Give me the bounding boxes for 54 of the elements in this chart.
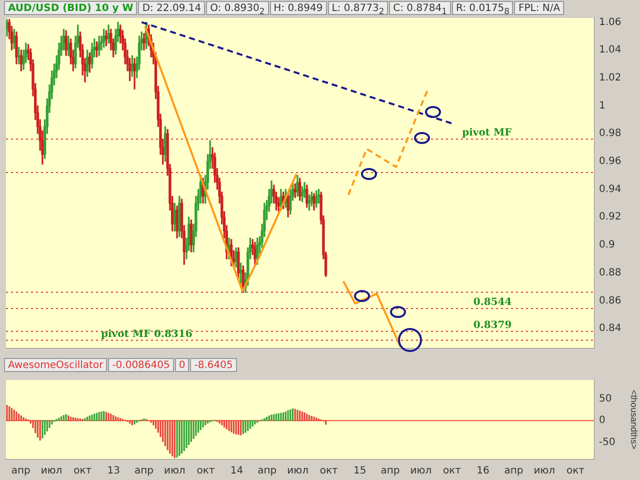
y-tick-label: -50 bbox=[599, 437, 616, 448]
x-tick-label: июл bbox=[164, 466, 186, 477]
text: -8.6405 bbox=[190, 358, 237, 372]
text: FPL: N/A bbox=[514, 1, 564, 15]
y-tick-label: 0.88 bbox=[599, 267, 622, 278]
x-tick-label: июл bbox=[410, 466, 432, 477]
x-tick-label: апр bbox=[504, 466, 524, 477]
candlestick bbox=[133, 58, 136, 90]
x-tick-label: апр bbox=[380, 466, 400, 477]
line-series bbox=[347, 89, 428, 196]
y-tick-label: 1 bbox=[599, 100, 606, 112]
chart-title: AwesomeOscillator bbox=[4, 358, 108, 372]
x-tick-label: окт bbox=[196, 466, 215, 477]
y-tick-label: 1.04 bbox=[599, 44, 622, 56]
y-tick-label: 1.02 bbox=[599, 72, 622, 84]
text: H: 0.8949 bbox=[270, 1, 327, 15]
x-tick-label: 15 bbox=[354, 466, 366, 477]
y-tick-label: 0 bbox=[599, 415, 606, 426]
x-tick-label: окт bbox=[74, 466, 92, 477]
text: 0 bbox=[174, 358, 190, 372]
y-tick-label: 1.06 bbox=[599, 16, 622, 28]
ref-line-label: 0.8544 bbox=[473, 297, 512, 308]
text: L: 0.8773$_{2}$ bbox=[328, 1, 388, 16]
text: O: 0.8930$_{2}$ bbox=[206, 1, 269, 16]
y-axis-title: <thousandths> bbox=[629, 390, 640, 450]
x-tick-label: окт bbox=[566, 466, 585, 477]
ref-line-label: 0.8379 bbox=[473, 320, 512, 332]
y-tick-label: 0.9 bbox=[599, 240, 615, 251]
ref-line-label: pivot MF bbox=[462, 128, 512, 139]
x-tick-label: апр bbox=[134, 466, 154, 477]
text: R: 0.0175$_{8}$ bbox=[452, 1, 514, 16]
x-tick-label: апр bbox=[11, 466, 30, 477]
x-tick-label: июл bbox=[40, 466, 62, 477]
x-tick-label: 14 bbox=[230, 466, 244, 477]
candlestick bbox=[303, 182, 306, 198]
text: D: 22.09.14 bbox=[138, 1, 206, 15]
x-tick-label: июл bbox=[534, 466, 556, 477]
x-tick-label: 13 bbox=[107, 466, 120, 477]
text: C: 0.8784$_{1}$ bbox=[389, 1, 451, 16]
x-tick-label: июл bbox=[287, 466, 308, 477]
text: -0.0086405 bbox=[108, 358, 174, 372]
x-tick-label: окт bbox=[442, 466, 462, 477]
y-tick-label: 0.92 bbox=[599, 212, 622, 223]
y-tick-label: 50 bbox=[599, 393, 612, 404]
ref-line-label: pivot MF 0.8316 bbox=[101, 328, 192, 340]
y-tick-label: 0.98 bbox=[599, 128, 622, 140]
y-tick-label: 0.96 bbox=[599, 156, 622, 168]
x-tick-label: апр bbox=[258, 466, 277, 477]
x-tick-label: 16 bbox=[476, 466, 490, 477]
y-tick-label: 0.86 bbox=[599, 295, 622, 306]
y-tick-label: 0.94 bbox=[599, 184, 622, 195]
x-tick-label: окт bbox=[320, 466, 338, 477]
y-tick-label: 0.84 bbox=[599, 323, 622, 334]
chart-title: AUD/USD (BID) 10 y W bbox=[4, 1, 138, 15]
